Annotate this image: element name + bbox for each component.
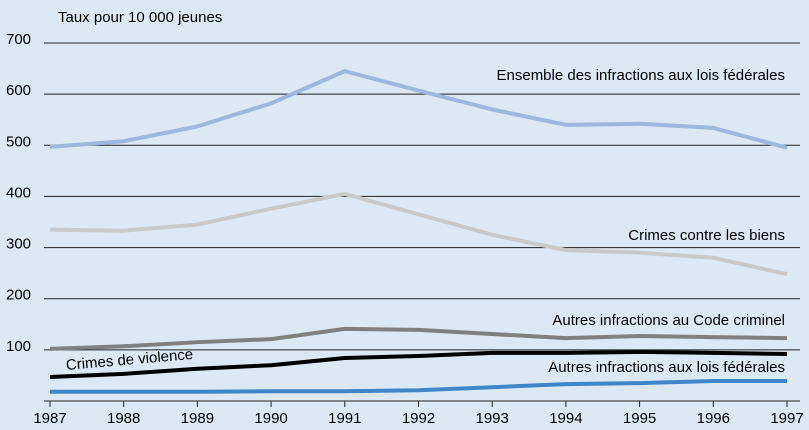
y-tick-label: 400 (6, 184, 31, 201)
x-tick-label: 1988 (107, 410, 140, 427)
y-tick-label: 100 (6, 338, 31, 355)
series-line (49, 349, 788, 379)
series-label: Autres infractions aux lois fédérales (548, 359, 785, 376)
x-tick-label: 1990 (254, 410, 287, 427)
x-tick-label: 1995 (623, 410, 656, 427)
series-label: Autres infractions au Code criminel (552, 312, 785, 329)
series-line (49, 69, 788, 150)
y-tick-label: 300 (6, 236, 31, 253)
series-line (49, 326, 788, 351)
x-tick-label: 1991 (328, 410, 361, 427)
series-label: Crimes contre les biens (628, 227, 785, 244)
x-tick-label: 1997 (770, 410, 803, 427)
y-tick-label: 500 (6, 133, 31, 150)
series-line (49, 191, 788, 277)
x-tick-label: 1992 (402, 410, 435, 427)
x-tick-label: 1996 (697, 410, 730, 427)
x-tick-label: 1993 (476, 410, 509, 427)
x-tick-label: 1989 (181, 410, 214, 427)
y-axis-label: Taux pour 10 000 jeunes (58, 9, 222, 26)
x-tick-label: 1994 (549, 410, 582, 427)
x-tick-label: 1987 (33, 410, 66, 427)
y-tick-label: 700 (6, 31, 31, 48)
series-line (50, 379, 787, 394)
series-label: Ensemble des infractions aux lois fédéra… (497, 67, 786, 84)
y-tick-label: 600 (6, 82, 31, 99)
y-tick-label: 200 (6, 287, 31, 304)
